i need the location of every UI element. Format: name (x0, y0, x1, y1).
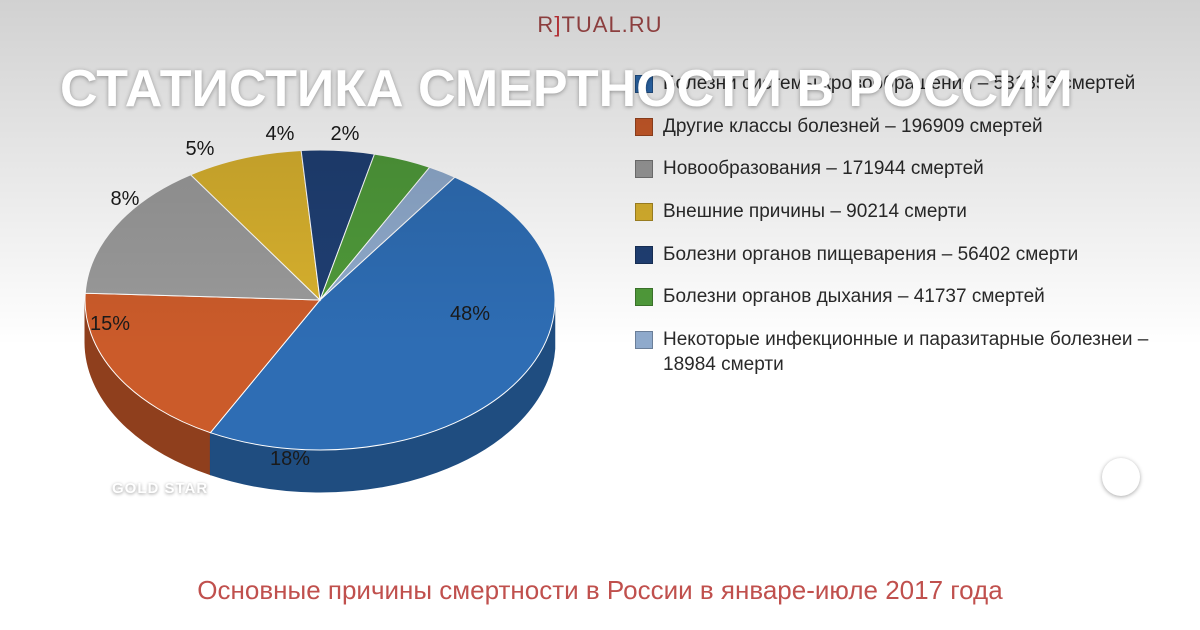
legend-item: Некоторые инфекционные и паразитарные бо… (635, 328, 1190, 377)
site-logo: R]TUAL.RU (0, 12, 1200, 38)
legend-swatch (635, 288, 653, 306)
legend-item: Болезни органов пищеварения – 56402 смер… (635, 243, 1190, 268)
legend-item: Болезни органов дыхания – 41737 смертей (635, 285, 1190, 310)
legend: Болезни системы кровообращения – 531853 … (635, 72, 1190, 396)
author-label: GOLD STAR (112, 480, 208, 497)
legend-swatch (635, 160, 653, 178)
legend-swatch (635, 246, 653, 264)
legend-item: Новообразования – 171944 смертей (635, 157, 1190, 182)
caption-text: Основные причины смертности в России в я… (197, 575, 1002, 605)
slice-label: 18% (270, 448, 310, 470)
slice-label: 48% (450, 303, 490, 325)
chart-canvas: R]TUAL.RU 48% 18% 15% 8% 5% 4% 2% Болезни сист… (0, 0, 1200, 630)
slice-label: 8% (111, 188, 140, 210)
legend-item: Внешние причины – 90214 смерти (635, 200, 1190, 225)
legend-text: Болезни органов пищеварения – 56402 смер… (663, 243, 1078, 268)
slice-label: 4% (266, 123, 295, 145)
zen-badge-icon (1102, 458, 1140, 496)
legend-swatch (635, 203, 653, 221)
legend-text: Болезни органов дыхания – 41737 смертей (663, 285, 1045, 310)
legend-text: Другие классы болезней – 196909 смертей (663, 115, 1043, 140)
slice-label: 5% (186, 138, 215, 160)
slice-label: 15% (90, 313, 130, 335)
chart-caption: Основные причины смертности в России в я… (0, 575, 1200, 606)
page-title: СТАТИСТИКА СМЕРТНОСТИ В РОССИИ (60, 62, 1073, 117)
legend-swatch (635, 118, 653, 136)
logo-left: R (537, 12, 554, 37)
slice-label: 2% (331, 123, 360, 145)
legend-text: Некоторые инфекционные и паразитарные бо… (663, 328, 1190, 377)
legend-text: Новообразования – 171944 смертей (663, 157, 984, 182)
logo-right: TUAL.RU (561, 12, 662, 37)
legend-swatch (635, 331, 653, 349)
legend-item: Другие классы болезней – 196909 смертей (635, 115, 1190, 140)
pie-chart: 48% 18% 15% 8% 5% 4% 2% (40, 70, 600, 510)
legend-text: Внешние причины – 90214 смерти (663, 200, 967, 225)
